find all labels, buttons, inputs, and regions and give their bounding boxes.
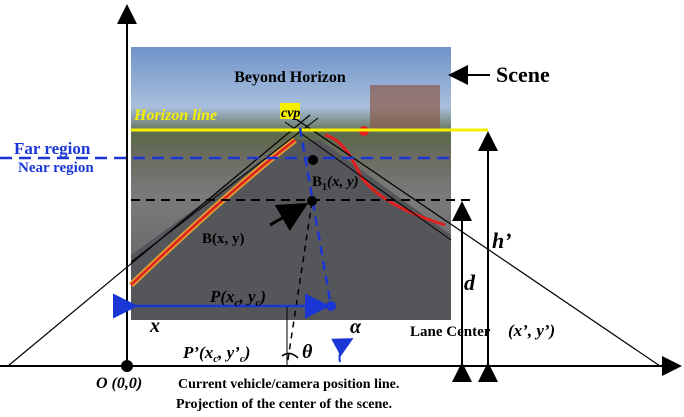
b-label: B(x, y)	[202, 231, 245, 247]
building	[370, 85, 440, 130]
caption-line: Current vehicle/camera position line.	[178, 377, 399, 392]
alpha: α	[350, 316, 362, 338]
lane-center-coords: (x’, y’)	[508, 321, 555, 340]
pp-part: P’(x	[182, 343, 214, 362]
cvp-label: cvp	[281, 106, 300, 121]
origin-label: O (0,0)	[96, 375, 142, 392]
d-label: d	[464, 270, 476, 295]
pp-part: )	[243, 343, 251, 362]
point-b	[307, 196, 317, 206]
theta: θ	[302, 341, 313, 363]
pp-part: , y’	[217, 343, 240, 362]
p-part: , y	[238, 287, 256, 306]
diagram: Beyond Horizon Scene Horizon line cvp Fa…	[0, 0, 684, 417]
near-region: Near region	[18, 160, 94, 176]
p-prime-label: P’(xc, y’c)	[182, 343, 250, 365]
b1-main: B	[312, 174, 322, 190]
p-part: P(x	[209, 287, 235, 306]
x-label: x	[149, 315, 160, 337]
scene-title: Beyond Horizon	[234, 69, 346, 86]
theta-arc	[282, 353, 298, 358]
caption-line: Projection of the center of the scene.	[176, 397, 392, 412]
alpha-arc	[340, 340, 350, 362]
b1-coords: (x, y)	[327, 174, 359, 190]
h-prime: h’	[492, 228, 512, 253]
origin-point	[121, 360, 133, 372]
lane-center: Lane Center	[410, 324, 491, 340]
horizon-label: Horizon line	[133, 107, 217, 124]
point-b1	[308, 155, 318, 165]
scene-label: Scene	[496, 62, 550, 87]
far-region: Far region	[14, 139, 91, 158]
p-part: )	[258, 287, 266, 306]
point-p	[326, 301, 336, 311]
